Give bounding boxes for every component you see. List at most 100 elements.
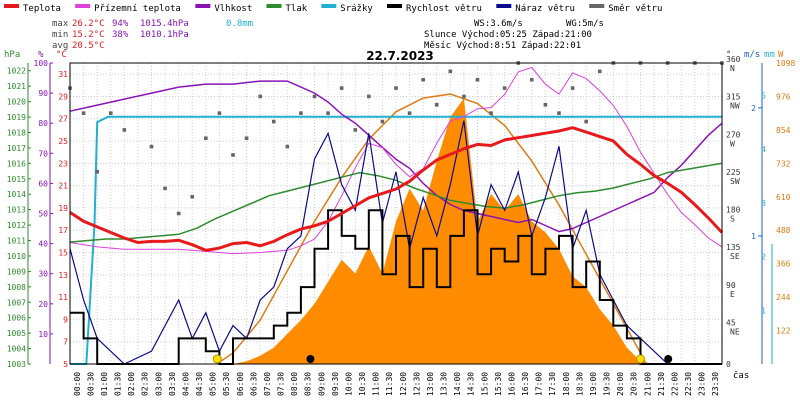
x-tick-label: 00:30: [86, 372, 95, 396]
wind-dir-point: [434, 103, 439, 107]
degc-tick-label: 13: [58, 271, 68, 280]
x-tick-label: 07:30: [277, 372, 286, 396]
stats-max-hum: 94%: [112, 19, 129, 29]
legend-swatch: [321, 4, 337, 8]
wind-dir-point: [244, 136, 249, 141]
x-axis-label: čas: [733, 370, 749, 381]
legend-label: Srážky: [340, 4, 373, 14]
stats-max-press: 1015.4hPa: [140, 19, 189, 29]
hpa-tick-label: 1018: [7, 128, 26, 137]
x-tick-label: 15:30: [494, 372, 503, 396]
dir-tick-label: 90: [726, 281, 736, 290]
wind-dir-point: [339, 86, 344, 90]
dir-tick-label: 315: [726, 93, 741, 102]
wind-dir-point: [258, 94, 262, 99]
x-tick-label: 20:00: [616, 372, 625, 396]
hpa-tick-label: 1007: [7, 298, 26, 307]
hpa-axis-label: hPa: [4, 50, 20, 60]
x-tick-label: 04:00: [181, 372, 190, 396]
x-tick-label: 15:00: [480, 372, 489, 396]
x-tick-label: 13:00: [426, 372, 435, 396]
wind-dir-point: [367, 94, 371, 99]
dir-tick-direction: SW: [730, 177, 740, 186]
pct-tick-label: 10: [38, 330, 48, 339]
x-tick-label: 12:00: [399, 372, 408, 396]
hpa-tick-label: 1010: [7, 252, 26, 261]
pct-tick-label: 50: [38, 210, 48, 219]
stats-min-label: min: [52, 30, 68, 40]
legend-swatch: [4, 4, 19, 8]
hpa-tick-label: 1014: [7, 190, 26, 199]
x-tick-label: 08:30: [304, 372, 313, 396]
chart-title: 22.7.2023: [366, 49, 434, 63]
ms-axis-label: m/s: [744, 50, 760, 60]
mm-tick-label: 1: [761, 306, 766, 315]
mm-tick-label: 5: [761, 91, 766, 100]
series-ground-temperature: [69, 66, 723, 255]
wind-dir-point: [489, 111, 493, 115]
info-moon: Měsíc Východ:8:51 Západ:22:01: [424, 41, 581, 51]
dir-tick-direction: E: [730, 290, 735, 299]
degc-tick-label: 7: [63, 338, 68, 347]
dir-tick-direction: NW: [730, 102, 740, 111]
x-tick-label: 08:00: [290, 372, 299, 396]
mm-axis-label: mm: [764, 50, 775, 60]
legend-label: Teplota: [23, 4, 61, 14]
ms-tick-label: 2: [751, 104, 756, 113]
wind-dir-point: [122, 128, 127, 132]
stats-avg-label: avg: [52, 41, 68, 51]
legend-label: Rychlost větru: [406, 4, 482, 14]
x-tick-label: 09:00: [317, 372, 326, 396]
hpa-tick-label: 1008: [7, 283, 26, 292]
dir-tick-direction: SE: [730, 252, 740, 261]
stats-min-press: 1010.1hPa: [140, 30, 189, 40]
degc-tick-label: 17: [58, 226, 68, 235]
legend: Teplota Přízemní teplota Vlhkost Tlak Srážky…: [4, 4, 662, 14]
x-tick-label: 12:30: [412, 372, 421, 396]
degc-tick-label: 31: [58, 70, 68, 79]
hpa-tick-label: 1009: [7, 267, 26, 276]
pct-tick-label: 20: [38, 300, 48, 309]
stats-avg-temp: 20.5°C: [72, 41, 105, 51]
ms-tick-label: 1: [751, 232, 756, 241]
wind-dir-point: [530, 77, 534, 82]
series-temperature: [69, 126, 724, 252]
wind-dir-point: [353, 128, 358, 132]
degc-tick-label: 19: [58, 204, 68, 213]
x-tick-label: 20:30: [630, 372, 639, 396]
hpa-tick-label: 1003: [7, 360, 26, 369]
hpa-tick-label: 1013: [7, 206, 26, 215]
stats-max-rain: 0.8mm: [226, 19, 253, 29]
wind-dir-point: [299, 111, 303, 115]
wm2-axis-label: W: [778, 50, 784, 60]
degc-tick-label: 11: [58, 293, 68, 302]
x-tick-label: 02:00: [127, 372, 136, 396]
plot-frame: [69, 62, 723, 365]
series-humidity: [69, 80, 723, 233]
hpa-tick-label: 1005: [7, 329, 26, 338]
degc-tick-label: 21: [58, 182, 68, 191]
x-tick-label: 17:00: [535, 372, 544, 396]
wind-dir-point: [285, 144, 290, 149]
hpa-tick-label: 1006: [7, 314, 26, 323]
wind-dir-point: [475, 77, 480, 82]
wind-dir-point: [448, 69, 453, 74]
wm2-tick-label: 122: [776, 327, 791, 336]
x-tick-label: 18:30: [575, 372, 584, 396]
x-tick-label: 01:00: [100, 372, 109, 396]
pct-axis-label: %: [38, 50, 44, 60]
wind-dir-point: [271, 119, 276, 124]
x-tick-label: 22:30: [684, 372, 693, 396]
dir-tick-label: 135: [726, 243, 741, 252]
wind-dir-point: [502, 86, 507, 90]
wind-dir-point: [190, 194, 195, 199]
wind-dir-point: [204, 136, 208, 141]
dir-axis-label: °: [726, 50, 731, 60]
wm2-tick-label: 610: [776, 193, 791, 202]
info-wg: WG:5m/s: [566, 19, 604, 29]
legend-swatch: [387, 4, 402, 8]
info-sun: Slunce Východ:05:25 Západ:21:00: [424, 30, 592, 40]
stats-block: max 26.2°C 94% 1015.4hPa 0.8mm min 15.2°…: [52, 19, 253, 51]
dir-tick-label: 180: [726, 206, 741, 215]
stats-max-label: max: [52, 19, 69, 29]
